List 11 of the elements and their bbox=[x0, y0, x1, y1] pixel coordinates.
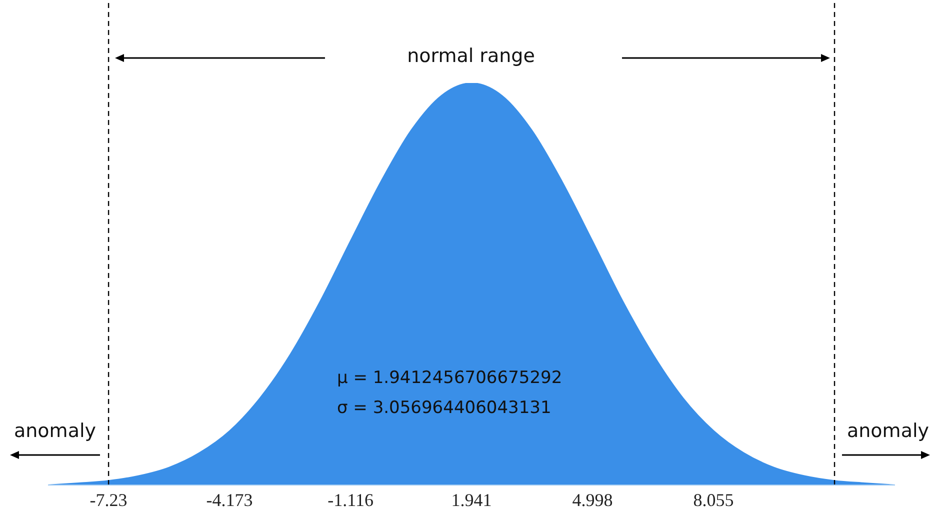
annotation: anomaly bbox=[847, 420, 929, 442]
x-tick-label: -1.116 bbox=[328, 490, 374, 510]
x-tick-label: -7.23 bbox=[90, 490, 128, 510]
x-tick-label: 4.998 bbox=[572, 490, 613, 510]
annotation: σ = 3.056964406043131 bbox=[337, 398, 552, 418]
annotation: anomaly bbox=[14, 420, 96, 442]
x-tick-label: 8.055 bbox=[693, 490, 734, 510]
text: normal range bbox=[407, 45, 535, 67]
x-tick-label: -4.173 bbox=[206, 490, 253, 510]
x-tick-label: 1.941 bbox=[451, 490, 492, 510]
annotation: μ = 1.9412456706675292 bbox=[337, 368, 562, 388]
